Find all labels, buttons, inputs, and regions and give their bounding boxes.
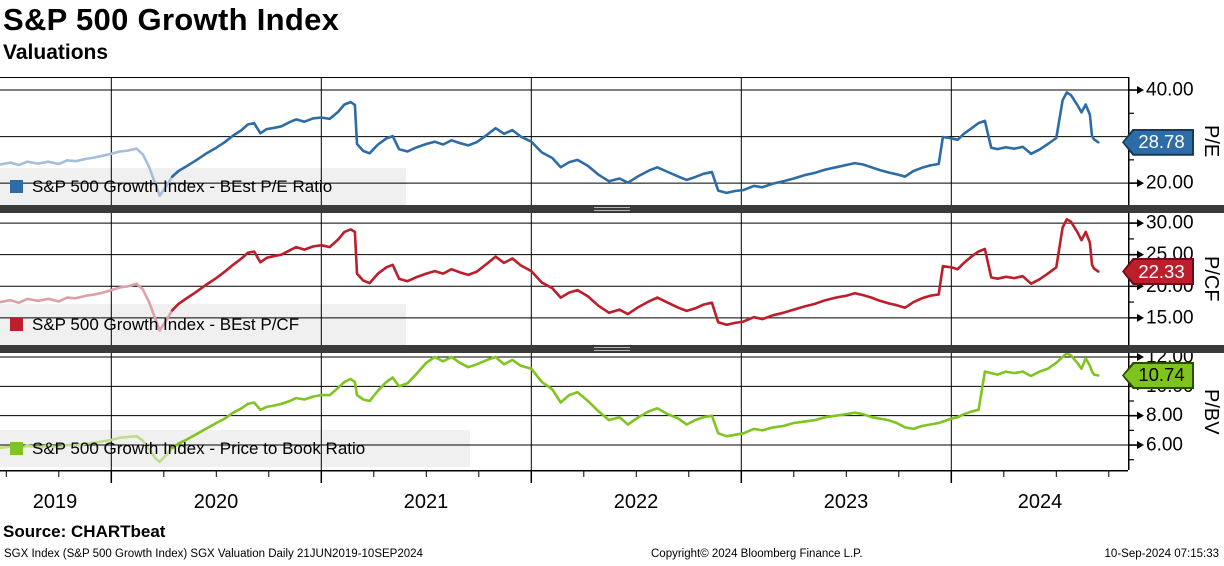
x-tick-label-2020: 2020 [193,491,239,513]
splitter-grip-icon [594,347,630,348]
y-tick-arrow-icon [1137,352,1144,361]
legend-background [0,304,406,345]
last-value-badge-pe: 28.78 [1122,128,1194,156]
pcf-series-swatch-icon [10,318,23,331]
x-tick-label-2024: 2024 [1017,491,1063,513]
legend-pcf[interactable]: S&P 500 Growth Index - BEst P/CF [0,304,406,345]
footer-security-info: SGX Index (S&P 500 Growth Index) SGX Val… [4,548,423,560]
y-tick-label: 20.00 [1146,173,1194,194]
legend-label: S&P 500 Growth Index - BEst P/E Ratio [32,176,333,196]
pbv-series-swatch-icon [10,442,23,455]
last-value-badge-pcf: 22.33 [1122,258,1194,286]
y-tick-arrow-icon [1137,411,1144,420]
y-tick-arrow-icon [1137,86,1144,95]
y-tick-label: 6.00 [1146,435,1183,456]
y-tick-label: 40.00 [1146,80,1194,101]
series-line-early-P/E [0,147,180,197]
x-tick-label-2022: 2022 [613,491,659,513]
splitter-grip-icon [594,210,630,211]
splitter-grip-icon [594,350,630,351]
panel-splitter-2[interactable] [0,345,1224,353]
badge-value: 10.74 [1124,363,1192,387]
y-tick-label: 30.00 [1146,213,1194,234]
y-tick-arrow-icon [1137,179,1144,188]
y-tick-arrow-icon [1137,219,1144,228]
axis-title-pbv: P/BV [1200,388,1222,435]
legend-pe[interactable]: S&P 500 Growth Index - BEst P/E Ratio [0,168,406,205]
splitter-grip-icon [594,207,630,208]
page-subtitle: Valuations [3,41,109,64]
legend-background [0,430,470,467]
axis-title-pcf: P/CF [1200,256,1222,302]
legend-label: S&P 500 Growth Index - Price to Book Rat… [32,438,366,458]
last-value-badge-pbv: 10.74 [1122,361,1194,389]
series-line-early-P/CF [0,282,180,332]
footer-copyright: Copyright© 2024 Bloomberg Finance L.P. [651,548,863,560]
series-line-early-P/BV [0,434,180,464]
x-tick-label-2019: 2019 [32,491,78,513]
y-tick-arrow-icon [1137,313,1144,322]
footer-timestamp: 10-Sep-2024 07:15:33 [1104,548,1219,560]
series-line-P/BV [170,351,1100,450]
x-tick-label-2023: 2023 [823,491,869,513]
source-line: Source: CHARTbeat [3,522,166,541]
legend-background [0,168,406,205]
legend-label: S&P 500 Growth Index - BEst P/CF [32,314,300,334]
pe-series-swatch-icon [10,180,23,193]
legend-pbv[interactable]: S&P 500 Growth Index - Price to Book Rat… [0,430,470,467]
page-title: S&P 500 Growth Index [3,2,340,37]
y-tick-label: 8.00 [1146,405,1183,426]
series-line-P/CF [170,218,1100,327]
y-tick-arrow-icon [1137,441,1144,450]
panel-splitter-1[interactable] [0,205,1224,213]
x-tick-label-2021: 2021 [403,491,449,513]
badge-value: 22.33 [1124,260,1192,284]
y-tick-label: 15.00 [1146,307,1194,328]
y-tick-arrow-icon [1137,250,1144,259]
badge-value: 28.78 [1124,130,1192,154]
axis-title-pe: P/E [1200,124,1222,158]
series-line-P/E [170,91,1100,195]
